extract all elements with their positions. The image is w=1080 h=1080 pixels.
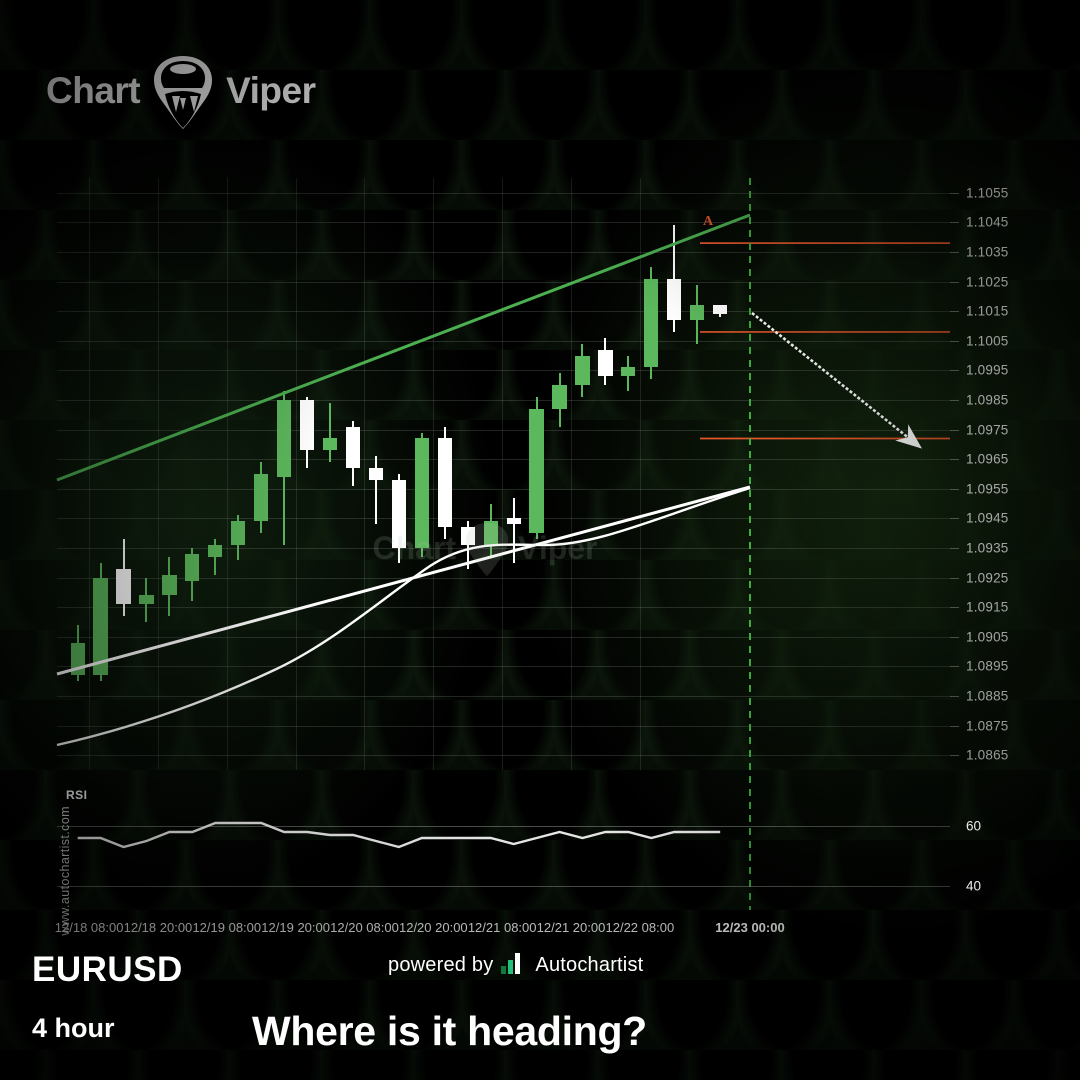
powered-by-text: powered by bbox=[388, 954, 494, 976]
provider-name: Autochartist bbox=[535, 954, 644, 976]
bar-chart-icon bbox=[501, 952, 527, 979]
powered-by: powered by Autochartist bbox=[388, 952, 643, 979]
rsi-level-label: 60 bbox=[966, 818, 982, 834]
symbol-label: EURUSD bbox=[32, 950, 183, 989]
timeframe-label: 4 hour bbox=[32, 1013, 115, 1043]
rsi-level-label: 40 bbox=[966, 878, 982, 894]
headline-text: Where is it heading? bbox=[252, 1008, 647, 1054]
